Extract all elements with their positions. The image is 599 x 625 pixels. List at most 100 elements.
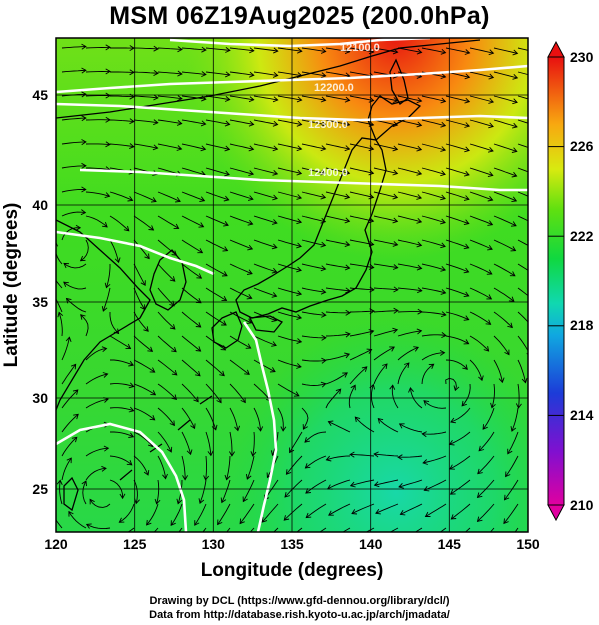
streamline xyxy=(277,335,302,343)
wind-arrowhead xyxy=(148,225,155,231)
wind-arrowhead xyxy=(490,402,496,409)
streamline xyxy=(349,191,374,198)
wind-arrowhead xyxy=(510,246,517,252)
streamline xyxy=(469,119,494,127)
y-tick-label: 35 xyxy=(32,294,48,310)
wind-arrowhead xyxy=(153,94,159,101)
streamline xyxy=(181,191,205,202)
wind-arrowhead xyxy=(536,124,541,129)
streamline xyxy=(63,263,87,269)
streamline xyxy=(349,349,372,361)
wind-arrowhead xyxy=(428,363,435,369)
wind-arrowhead xyxy=(296,169,303,176)
wind-arrowhead xyxy=(80,314,86,320)
streamline xyxy=(493,335,510,355)
wind-arrowhead xyxy=(350,384,356,391)
wind-arrowhead xyxy=(65,336,72,343)
streamline xyxy=(85,467,107,481)
streamline xyxy=(301,215,326,223)
wind-arrowhead xyxy=(344,96,351,103)
wind-arrowhead xyxy=(464,146,470,153)
streamline xyxy=(229,215,253,225)
streamline xyxy=(349,310,375,313)
streamline xyxy=(199,479,207,504)
contour-12300 xyxy=(56,102,528,122)
streamline xyxy=(469,263,493,275)
streamline xyxy=(229,167,254,175)
contour-12200 xyxy=(56,64,528,94)
streamline xyxy=(325,263,350,269)
streamline xyxy=(85,348,107,361)
wind-arrowhead xyxy=(530,325,535,330)
streamline xyxy=(253,143,278,150)
streamline xyxy=(181,311,201,328)
wind-arrowhead xyxy=(426,537,431,542)
streamline xyxy=(445,119,470,127)
wind-arrowhead xyxy=(463,195,470,201)
streamline xyxy=(445,167,470,176)
streamline xyxy=(59,480,63,505)
wind-arrowhead xyxy=(345,331,351,338)
wind-arrowhead xyxy=(176,498,183,505)
streamline xyxy=(445,359,468,370)
wind-arrowhead xyxy=(487,146,494,153)
wind-arrowhead xyxy=(285,469,292,475)
streamline xyxy=(421,334,446,337)
wind-arrowhead xyxy=(221,295,228,302)
wind-arrowhead xyxy=(344,193,351,200)
wind-arrowhead xyxy=(416,121,423,128)
streamline xyxy=(517,311,528,323)
wind-arrowhead xyxy=(344,169,351,176)
wind-arrowhead xyxy=(176,145,183,151)
wind-arrowhead xyxy=(328,510,334,516)
wind-arrowhead xyxy=(169,300,175,307)
wind-arrowhead xyxy=(399,509,406,516)
sakhalin-coast xyxy=(389,58,409,105)
colorbar-min-arrow xyxy=(547,504,565,522)
streamline xyxy=(109,191,133,201)
wind-arrowhead xyxy=(463,339,470,345)
wind-arrowhead xyxy=(71,436,78,443)
streamline xyxy=(397,362,410,385)
wind-arrowhead xyxy=(535,222,540,227)
streamline xyxy=(181,143,206,150)
streamline xyxy=(229,359,250,375)
streamline xyxy=(301,47,326,52)
streamline xyxy=(229,263,253,275)
streamline xyxy=(283,503,303,521)
wind-arrowhead xyxy=(223,221,229,227)
wind-arrowhead xyxy=(488,49,495,56)
streamline xyxy=(170,503,183,526)
streamline xyxy=(61,436,78,457)
wind-arrowhead xyxy=(344,121,351,127)
streamline xyxy=(194,503,207,526)
streamline xyxy=(482,407,495,430)
streamline xyxy=(325,167,350,174)
streamline xyxy=(325,353,350,361)
wind-arrowhead xyxy=(486,269,493,275)
streamline xyxy=(205,239,228,252)
streamline xyxy=(449,455,471,470)
wind-arrowhead xyxy=(464,122,471,128)
wind-arrowhead xyxy=(229,451,235,457)
wind-arrowhead xyxy=(440,170,446,177)
streamline xyxy=(202,527,207,532)
streamline xyxy=(349,47,374,53)
wind-arrowhead xyxy=(171,346,177,353)
wind-arrowhead xyxy=(321,334,327,341)
streamline xyxy=(109,143,134,148)
streamline xyxy=(277,167,302,175)
streamline xyxy=(445,95,470,103)
streamline xyxy=(85,70,110,73)
streamline xyxy=(449,431,471,445)
wind-arrowhead xyxy=(416,97,423,104)
wind-arrowhead xyxy=(190,541,195,546)
streamline xyxy=(445,287,469,297)
streamline xyxy=(397,191,422,199)
streamline xyxy=(477,455,495,475)
streamline xyxy=(450,407,471,423)
streamline xyxy=(181,263,202,279)
wind-arrowhead xyxy=(320,193,327,200)
streamline xyxy=(421,287,446,294)
streamline xyxy=(181,455,186,480)
